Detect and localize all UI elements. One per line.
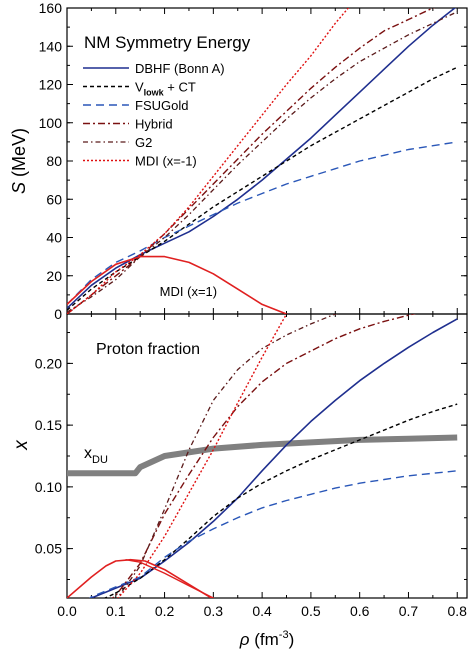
xtick-label: 0.7 [399, 603, 419, 619]
top-series-fsugold [67, 141, 458, 305]
xlabel-close: ) [289, 630, 295, 649]
top-curves [67, 8, 458, 314]
bottom-series-fsugold [89, 470, 458, 598]
xtick-label: 0.0 [57, 603, 77, 619]
xdu-annotation: xDU [84, 445, 108, 466]
top-series-vlowk-ct [67, 66, 458, 311]
top-axis-ticks: 0 20 40 60 80 100 120 140 160 [39, 0, 467, 322]
top-series-mdi-x-1 [67, 255, 287, 314]
bottom-axis-ticks: 0.0 0.1 0.2 0.3 0.4 0.5 0.6 0.7 0.8 0.05 0.10 0.15 0… [35, 314, 467, 619]
top-ytick-label: 20 [46, 268, 62, 284]
top-ylabel: S (MeV) [9, 128, 29, 194]
xtick-label: 0.4 [252, 603, 272, 619]
top-ytick-label: 120 [39, 77, 63, 93]
legend-label: MDI (x=-1) [135, 154, 197, 169]
bottom-series-vlowk-ct [103, 403, 458, 598]
bottom-curves [67, 314, 458, 598]
bottom-series-mdi-x-1 [117, 314, 288, 598]
bottom-series-xdu [67, 434, 458, 477]
xlabel: ρ (fm-3) [239, 629, 294, 649]
xlabel-unit: (fm [254, 630, 279, 649]
top-ytick-label: 100 [39, 115, 63, 131]
top-series-hybrid [67, 8, 436, 314]
top-ytick-label: 60 [46, 191, 62, 207]
xtick-label: 0.5 [301, 603, 321, 619]
legend-label: DBHF (Bonn A) [135, 61, 225, 76]
xtick-label: 0.2 [155, 603, 175, 619]
xdu-annotation-sub: DU [92, 454, 108, 466]
xtick-label: 0.3 [204, 603, 224, 619]
bottom-series-mdi-x-1-branch [125, 559, 215, 598]
legend-label: FSUGold [135, 98, 188, 113]
bottom-ytick-label: 0.10 [35, 479, 62, 495]
bottom-ylabel: x [11, 439, 32, 451]
bottom-series-dbhf-bonn-a [90, 318, 458, 598]
bottom-panel-title: Proton fraction [96, 341, 200, 358]
top-series-g2 [67, 11, 458, 313]
top-ylabel-var: S [9, 182, 29, 194]
top-ytick-label: 140 [39, 38, 63, 54]
xdu-annotation-main: x [84, 445, 92, 462]
mdi-x1-annotation: MDI (x=1) [160, 284, 217, 299]
bottom-series-mdi-x-1 [67, 558, 213, 598]
xlabel-sup: -3 [279, 629, 289, 641]
xtick-label: 0.6 [350, 603, 370, 619]
xtick-label: 0.8 [448, 603, 468, 619]
bottom-ytick-label: 0.20 [35, 355, 62, 371]
top-ytick-label: 40 [46, 230, 62, 246]
legend-label: G2 [135, 135, 152, 150]
xtick-label: 0.1 [106, 603, 126, 619]
top-series-mdi-x-1 [67, 8, 350, 314]
top-panel-title: NM Symmetry Energy [84, 33, 251, 52]
top-ytick-label: 0 [54, 306, 62, 322]
top-ytick-label: 80 [46, 153, 62, 169]
xlabel-var: ρ [239, 630, 250, 649]
bottom-series-hybrid [111, 314, 417, 598]
top-ytick-label: 160 [39, 0, 63, 16]
legend-label: Vlowk + CT [135, 80, 196, 98]
top-ylabel-unit: (MeV) [9, 128, 29, 177]
legend-label: Hybrid [135, 117, 173, 132]
bottom-ytick-label: 0.15 [35, 417, 62, 433]
bottom-ytick-label: 0.05 [35, 541, 62, 557]
